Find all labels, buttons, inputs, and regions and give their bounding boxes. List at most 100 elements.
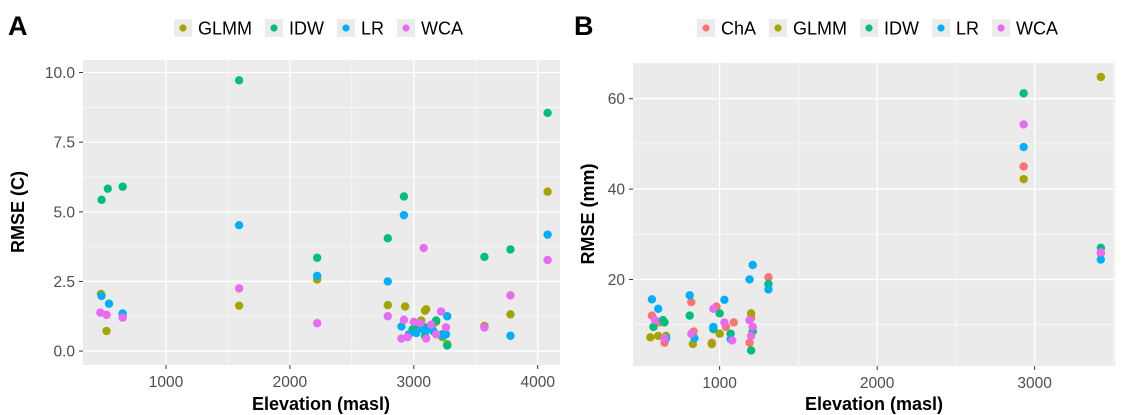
point-glmm-7: [1019, 174, 1028, 184]
plot-background: [633, 63, 1115, 366]
point-cha-9: [745, 338, 754, 347]
x-tick-label: 1000: [702, 375, 737, 392]
point-glmm-1: [102, 326, 111, 336]
point-idw-3: [685, 311, 694, 320]
point-wca-15: [436, 307, 446, 316]
point-lr-0: [97, 291, 106, 301]
point-wca-6: [745, 315, 754, 325]
point-idw-2: [660, 318, 669, 327]
point-idw-5: [383, 234, 392, 243]
point-lr-1: [104, 299, 114, 308]
legend-label-cha: ChA: [721, 19, 756, 39]
panel-label: B: [574, 11, 594, 41]
point-cha-12: [1019, 162, 1028, 171]
point-wca-13: [426, 320, 436, 329]
point-wca-7: [399, 315, 409, 325]
y-tick-label: 7.5: [53, 135, 75, 152]
legend-marker-wca: [997, 24, 1005, 32]
x-tick-label: 3000: [397, 374, 432, 391]
legend-marker-wca: [402, 24, 410, 32]
point-idw-1: [103, 184, 112, 193]
y-axis-title: RMSE (C): [8, 171, 28, 253]
point-idw-0: [97, 195, 106, 205]
y-tick-label: 5.0: [53, 204, 75, 221]
point-cha-11: [764, 273, 773, 282]
y-tick-label: 10.0: [45, 65, 76, 82]
point-wca-18: [506, 291, 515, 300]
point-wca-3: [234, 284, 244, 293]
point-wca-2: [118, 313, 127, 322]
point-idw-6: [399, 192, 409, 201]
point-wca-8: [748, 322, 757, 332]
y-tick-label: 20: [608, 272, 626, 289]
legend-label-wca: WCA: [421, 19, 463, 39]
point-idw-4: [312, 253, 322, 262]
point-lr-11: [1019, 142, 1028, 152]
point-lr-6: [720, 295, 729, 304]
point-wca-5: [728, 336, 737, 345]
legend-label-idw: IDW: [884, 19, 919, 39]
legend-label-lr: LR: [361, 19, 384, 39]
point-glmm-8: [1096, 72, 1106, 82]
point-lr-4: [312, 271, 322, 281]
plot-background: [83, 60, 560, 365]
point-glmm-6: [746, 309, 756, 318]
point-wca-4: [720, 318, 729, 327]
point-glmm-4: [707, 339, 716, 349]
point-lr-12: [1096, 255, 1106, 264]
point-wca-1: [660, 334, 669, 343]
point-wca-9: [1019, 120, 1028, 129]
point-lr-6: [397, 322, 406, 331]
legend-marker-glmm: [179, 24, 187, 32]
point-wca-4: [312, 319, 322, 328]
legend-marker-lr: [937, 24, 945, 32]
legend-marker-lr: [342, 24, 350, 32]
y-tick-label: 40: [608, 182, 626, 199]
point-lr-1: [654, 304, 663, 314]
legend: GLMM IDW LR WCA: [174, 19, 463, 39]
point-lr-8: [745, 275, 754, 284]
x-tick-label: 4000: [520, 374, 555, 391]
point-lr-11: [421, 325, 431, 335]
point-wca-10: [1096, 248, 1106, 257]
legend-label-wca: WCA: [1016, 19, 1058, 39]
point-wca-14: [431, 330, 441, 339]
point-lr-5: [709, 322, 718, 332]
point-wca-8: [403, 332, 412, 342]
point-wca-0: [650, 315, 660, 325]
point-idw-10: [1019, 89, 1028, 98]
point-wca-11: [419, 243, 428, 253]
legend-label-idw: IDW: [289, 19, 324, 39]
x-tick-label: 2000: [860, 375, 895, 392]
x-axis-title: Elevation (masl): [252, 394, 390, 414]
point-lr-0: [647, 295, 657, 304]
point-glmm-1: [654, 331, 663, 341]
point-wca-16: [441, 323, 451, 332]
legend-marker-cha: [702, 24, 710, 32]
point-idw-17: [543, 108, 552, 118]
point-cha-8: [729, 318, 739, 327]
legend-marker-idw: [865, 24, 873, 32]
point-idw-7: [746, 346, 756, 355]
point-glmm-5: [715, 329, 724, 338]
legend: ChA GLMM IDW LR WCA: [697, 19, 1058, 39]
point-wca-19: [543, 255, 552, 265]
point-idw-0: [649, 322, 658, 332]
point-glmm-17: [543, 187, 552, 196]
point-idw-2: [118, 182, 127, 191]
legend-label-lr: LR: [956, 19, 979, 39]
x-axis-title: Elevation (masl): [805, 394, 943, 414]
point-lr-9: [748, 260, 757, 270]
x-tick-label: 2000: [273, 374, 308, 391]
point-glmm-6: [400, 302, 410, 311]
panel-b: B 1000 2000 3000 20 40 60 Elevation (masl) RMSE …: [574, 11, 1115, 414]
point-wca-7: [746, 331, 756, 341]
y-axis-title: RMSE (mm): [578, 163, 598, 264]
legend-marker-idw: [270, 24, 278, 32]
legend-label-glmm: GLMM: [793, 19, 847, 39]
x-tick-label: 3000: [1017, 375, 1052, 392]
point-lr-3: [234, 220, 244, 230]
point-idw-15: [480, 252, 489, 262]
point-wca-10: [415, 319, 425, 328]
